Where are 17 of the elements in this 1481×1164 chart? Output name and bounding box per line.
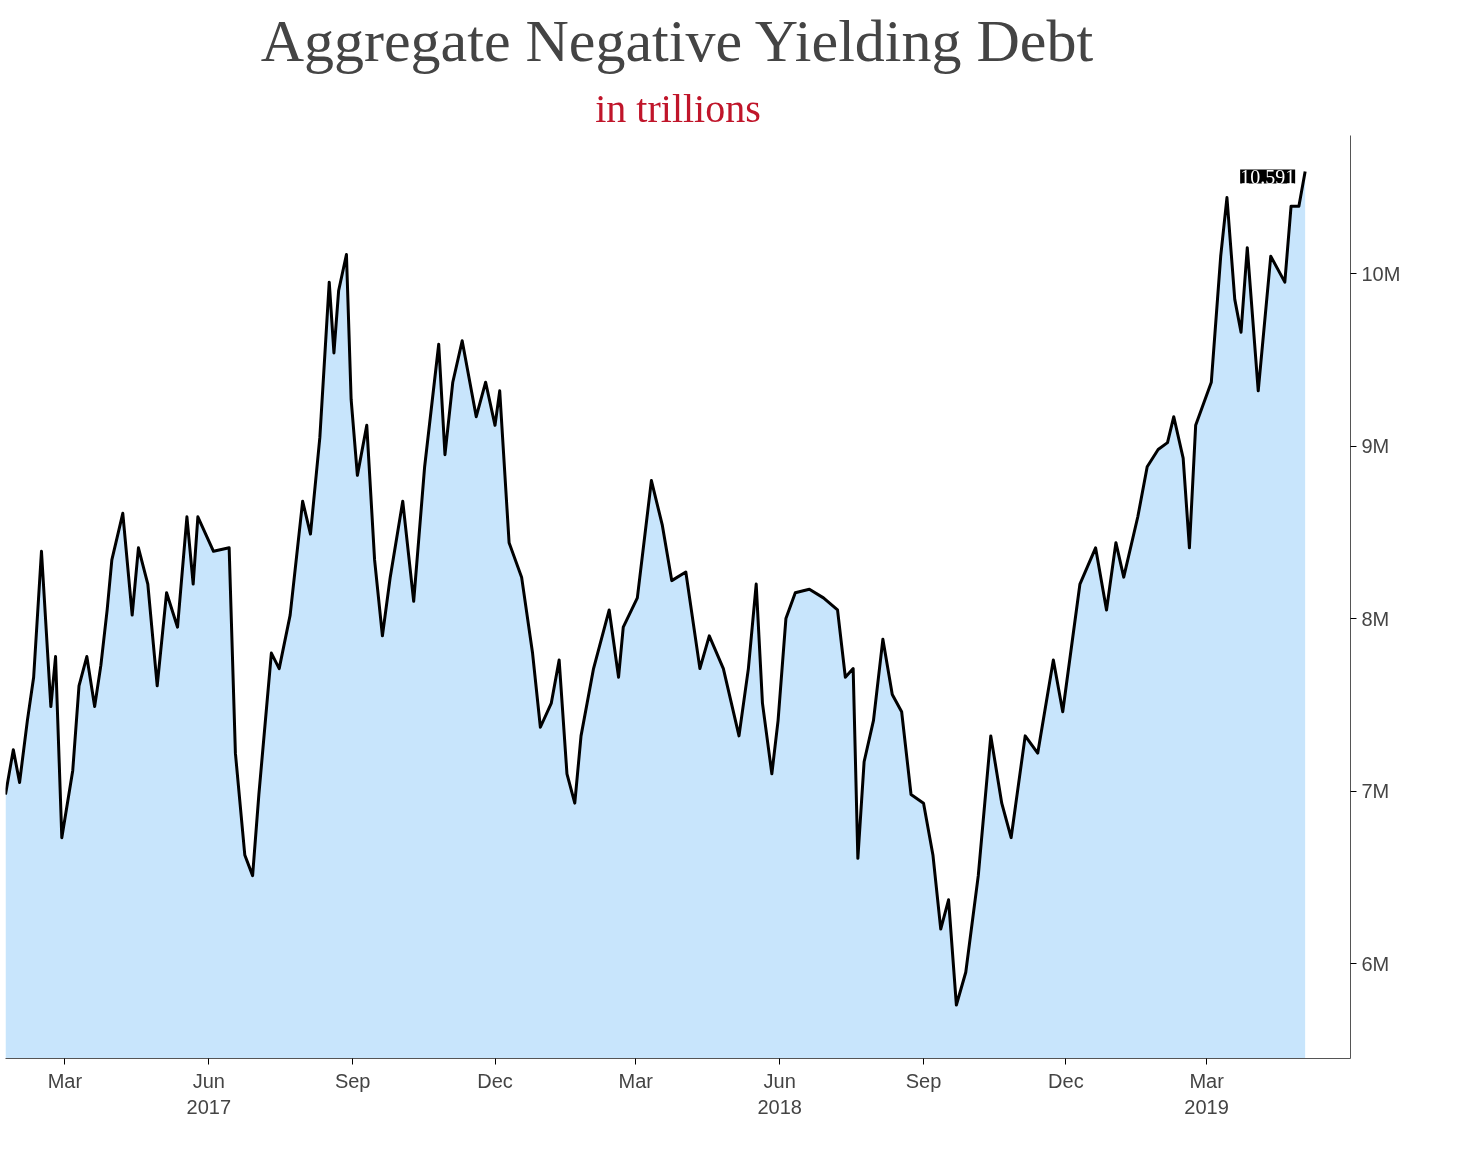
x-tick-label: Mar [618,1069,654,1092]
y-tick-label: 8M [1361,607,1390,630]
x-tick-label: Dec [477,1069,513,1092]
x-tick-label: Sep [334,1069,371,1092]
x-tick-label: Mar [47,1069,83,1092]
y-tick-label: 7M [1361,780,1390,803]
y-tick-label: 9M [1361,435,1390,458]
x-tick-label: Sep [905,1069,942,1092]
y-tick-label: 6M [1361,952,1390,975]
x-tick-label: Jun 2017 [186,1069,232,1118]
annotation: 10.591 [1240,165,1296,188]
y-tick-label: 10M [1361,262,1401,285]
x-tick-label: Jun 2018 [757,1069,802,1118]
chart-title: Aggregate Negative Yielding Debt [260,7,1094,74]
chart-subtitle: in trillions [595,85,761,131]
x-tick-label: Dec [1048,1069,1084,1092]
x-tick-label: Mar 2019 [1184,1069,1229,1118]
